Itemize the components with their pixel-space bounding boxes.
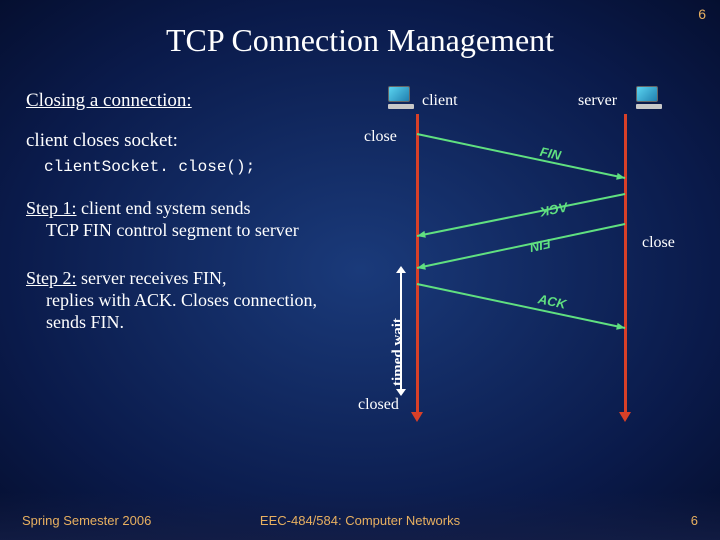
footer-center: EEC-484/584: Computer Networks — [260, 513, 460, 528]
step1-label: Step 1: — [26, 198, 77, 218]
message-arrows — [360, 86, 690, 426]
page-number-top: 6 — [698, 6, 706, 22]
slide-title: TCP Connection Management — [0, 0, 720, 59]
step1-tail: client end system sends — [77, 198, 251, 218]
step1: Step 1: client end system sends — [26, 198, 346, 219]
step2-body: replies with ACK. Closes connection, sen… — [46, 289, 346, 334]
sequence-diagram: client server close close closed timed w… — [360, 86, 690, 426]
step2-label: Step 2: — [26, 268, 77, 288]
left-panel: Closing a connection: client closes sock… — [26, 90, 346, 334]
closing-heading: Closing a connection: — [26, 90, 346, 112]
step2-tail: server receives FIN, — [77, 268, 227, 288]
step2: Step 2: server receives FIN, — [26, 268, 346, 289]
closes-socket-line: client closes socket: — [26, 130, 346, 152]
step1-body: TCP FIN control segment to server — [46, 219, 346, 242]
footer-right: 6 — [691, 513, 698, 528]
code-line: clientSocket. close(); — [44, 158, 346, 176]
timed-wait-label: timed wait — [390, 318, 407, 386]
footer-left: Spring Semester 2006 — [22, 513, 151, 528]
